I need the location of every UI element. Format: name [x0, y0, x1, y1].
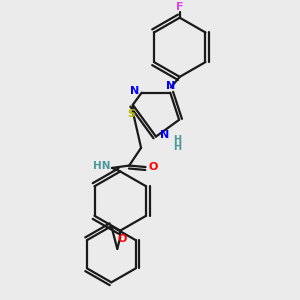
- Text: F: F: [176, 2, 184, 12]
- Text: N: N: [160, 130, 170, 140]
- Text: N: N: [130, 86, 140, 96]
- Text: S: S: [127, 109, 135, 119]
- Text: H: H: [173, 135, 181, 145]
- Text: HN: HN: [93, 161, 110, 171]
- Text: O: O: [148, 162, 158, 172]
- Text: O: O: [117, 235, 127, 244]
- Text: H: H: [173, 142, 181, 152]
- Text: N: N: [166, 81, 176, 91]
